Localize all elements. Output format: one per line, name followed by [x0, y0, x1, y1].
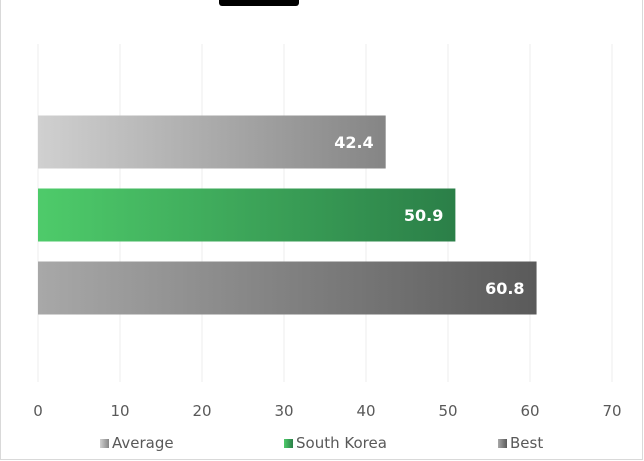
legend: Average South Korea Best [1, 432, 644, 458]
legend-swatch-best [498, 439, 507, 448]
legend-item-best: Best [498, 434, 543, 452]
x-tick-label-20: 20 [192, 402, 211, 420]
legend-item-average: Average [100, 434, 174, 452]
x-tick-label-70: 70 [602, 402, 621, 420]
x-axis-ticks: 0 10 20 30 40 50 60 70 [33, 402, 621, 420]
x-tick-label-10: 10 [110, 402, 129, 420]
x-tick-label-40: 40 [356, 402, 375, 420]
bar-chart: 42.4 50.9 60.8 0 10 20 30 40 50 60 70 [1, 0, 644, 432]
legend-item-south-korea: South Korea [284, 434, 387, 452]
legend-swatch-south-korea [284, 439, 293, 448]
legend-label-best: Best [510, 434, 543, 452]
legend-label-average: Average [112, 434, 174, 452]
bar-best [38, 262, 537, 315]
x-tick-label-60: 60 [520, 402, 539, 420]
x-tick-label-50: 50 [438, 402, 457, 420]
bar-label-south-korea: 50.9 [404, 206, 443, 225]
bar-label-best: 60.8 [485, 279, 524, 298]
legend-label-south-korea: South Korea [296, 434, 387, 452]
bars [38, 116, 537, 315]
bar-south-korea [38, 189, 455, 242]
bar-label-average: 42.4 [334, 133, 373, 152]
x-tick-label-30: 30 [274, 402, 293, 420]
x-tick-label-0: 0 [33, 402, 43, 420]
legend-swatch-average [100, 439, 109, 448]
